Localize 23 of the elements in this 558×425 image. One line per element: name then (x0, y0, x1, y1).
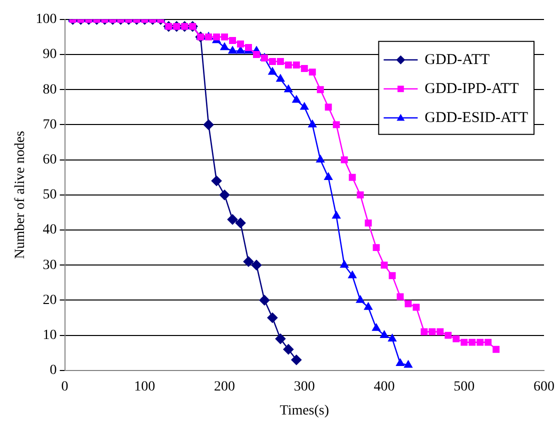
x-tick-label: 100 (134, 379, 156, 394)
y-tick-label: 60 (42, 152, 57, 168)
x-tick-label: 200 (214, 379, 236, 394)
y-tick-label: 100 (36, 12, 57, 28)
y-axis-title: Number of alive nodes (13, 130, 28, 259)
x-tick-label: 300 (294, 379, 315, 394)
y-tick-label: 90 (42, 47, 57, 62)
legend-label: GDD-IPD-ATT (424, 80, 519, 97)
x-tick-label: 0 (61, 379, 68, 394)
x-tick-label: 400 (374, 379, 395, 394)
x-axis-title: Times(s) (280, 403, 330, 418)
y-tick-label: 50 (42, 188, 57, 203)
y-tick-label: 10 (42, 328, 57, 343)
y-tick-label: 70 (42, 117, 57, 132)
legend-label: GDD-ESID-ATT (424, 110, 528, 126)
y-tick-label: 30 (42, 258, 57, 273)
y-tick-label: 0 (50, 363, 57, 378)
legend-label: GDD-ATT (424, 52, 490, 68)
y-tick-label: 20 (42, 292, 57, 308)
y-tick-label: 80 (42, 82, 57, 98)
x-tick-label: 600 (534, 379, 554, 394)
y-tick-label: 40 (42, 222, 57, 238)
x-tick-label: 500 (454, 379, 475, 394)
